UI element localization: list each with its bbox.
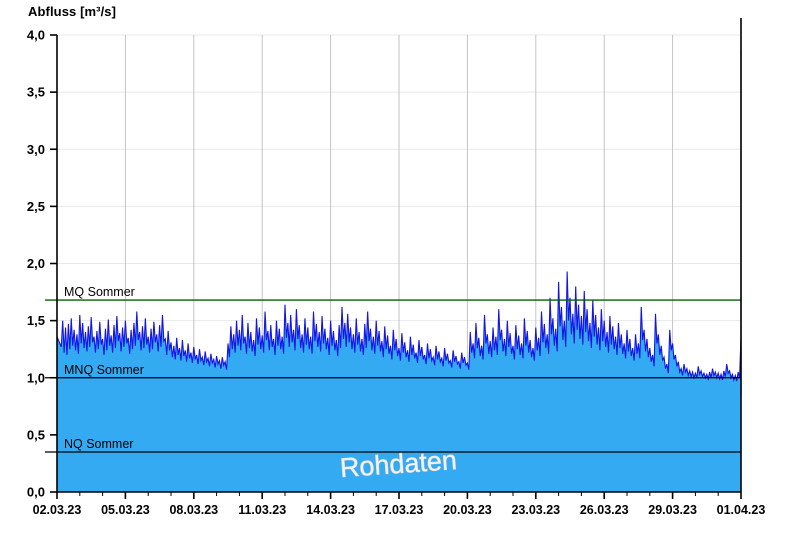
y-tick-label: 3,0 [27,142,45,157]
x-tick-label: 01.04.23 [717,503,766,517]
x-tick-label: 29.03.23 [648,503,697,517]
x-tick-label: 05.03.23 [101,503,150,517]
reference-line-label: MNQ Sommer [64,363,144,377]
reference-line-label: NQ Sommer [64,437,133,451]
x-tick-label: 20.03.23 [443,503,492,517]
y-tick-label: 2,5 [27,199,45,214]
area-fill-path [57,49,741,492]
y-axis-title: Abfluss [m³/s] [28,4,117,19]
x-tick-label: 23.03.23 [511,503,560,517]
x-tick-label: 14.03.23 [306,503,355,517]
reference-line-label: MQ Sommer [64,285,135,299]
x-tick-label: 26.03.23 [580,503,629,517]
y-tick-label: 1,0 [27,370,45,385]
x-tick-label: 02.03.23 [33,503,82,517]
y-tick-label: 0,5 [27,427,45,442]
x-tick-label: 08.03.23 [169,503,218,517]
y-axis-ticks: 0,0 0,5 1,0 1,5 2,0 2,5 3,0 3,5 4,0 [27,28,57,500]
y-tick-label: 2,0 [27,256,45,271]
x-axis-ticks: 02.03.23 05.03.23 08.03.23 11.03.23 14.03.23… [33,492,766,517]
x-tick-label: 17.03.23 [375,503,424,517]
y-tick-label: 0,0 [27,485,45,500]
reference-lines-group: MQ Sommer MNQ Sommer NQ Sommer [45,285,741,453]
y-tick-label: 4,0 [27,28,45,43]
y-tick-label: 3,5 [27,85,45,100]
discharge-area-fill [57,49,741,492]
y-tick-label: 1,5 [27,313,45,328]
x-tick-label: 11.03.23 [238,503,286,517]
